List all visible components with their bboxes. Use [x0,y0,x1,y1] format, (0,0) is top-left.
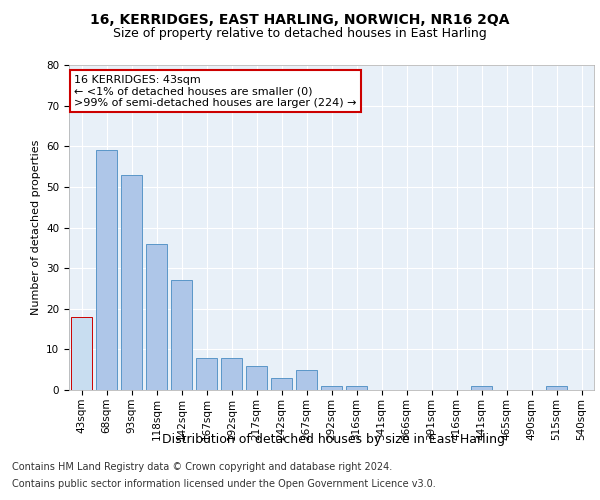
Bar [346,386,367,390]
Bar [246,366,267,390]
Bar [146,244,167,390]
Bar [221,358,242,390]
Bar [296,370,317,390]
Text: 16 KERRIDGES: 43sqm
← <1% of detached houses are smaller (0)
>99% of semi-detach: 16 KERRIDGES: 43sqm ← <1% of detached ho… [74,74,357,108]
Text: 16, KERRIDGES, EAST HARLING, NORWICH, NR16 2QA: 16, KERRIDGES, EAST HARLING, NORWICH, NR… [90,12,510,26]
Bar [171,280,192,390]
Bar [471,386,492,390]
Bar [546,386,567,390]
Bar [196,358,217,390]
Text: Contains HM Land Registry data © Crown copyright and database right 2024.: Contains HM Land Registry data © Crown c… [12,462,392,472]
Text: Contains public sector information licensed under the Open Government Licence v3: Contains public sector information licen… [12,479,436,489]
Text: Size of property relative to detached houses in East Harling: Size of property relative to detached ho… [113,28,487,40]
Bar [121,174,142,390]
Y-axis label: Number of detached properties: Number of detached properties [31,140,41,315]
Text: Distribution of detached houses by size in East Harling: Distribution of detached houses by size … [161,432,505,446]
Bar [71,317,92,390]
Bar [96,150,117,390]
Bar [321,386,342,390]
Bar [271,378,292,390]
